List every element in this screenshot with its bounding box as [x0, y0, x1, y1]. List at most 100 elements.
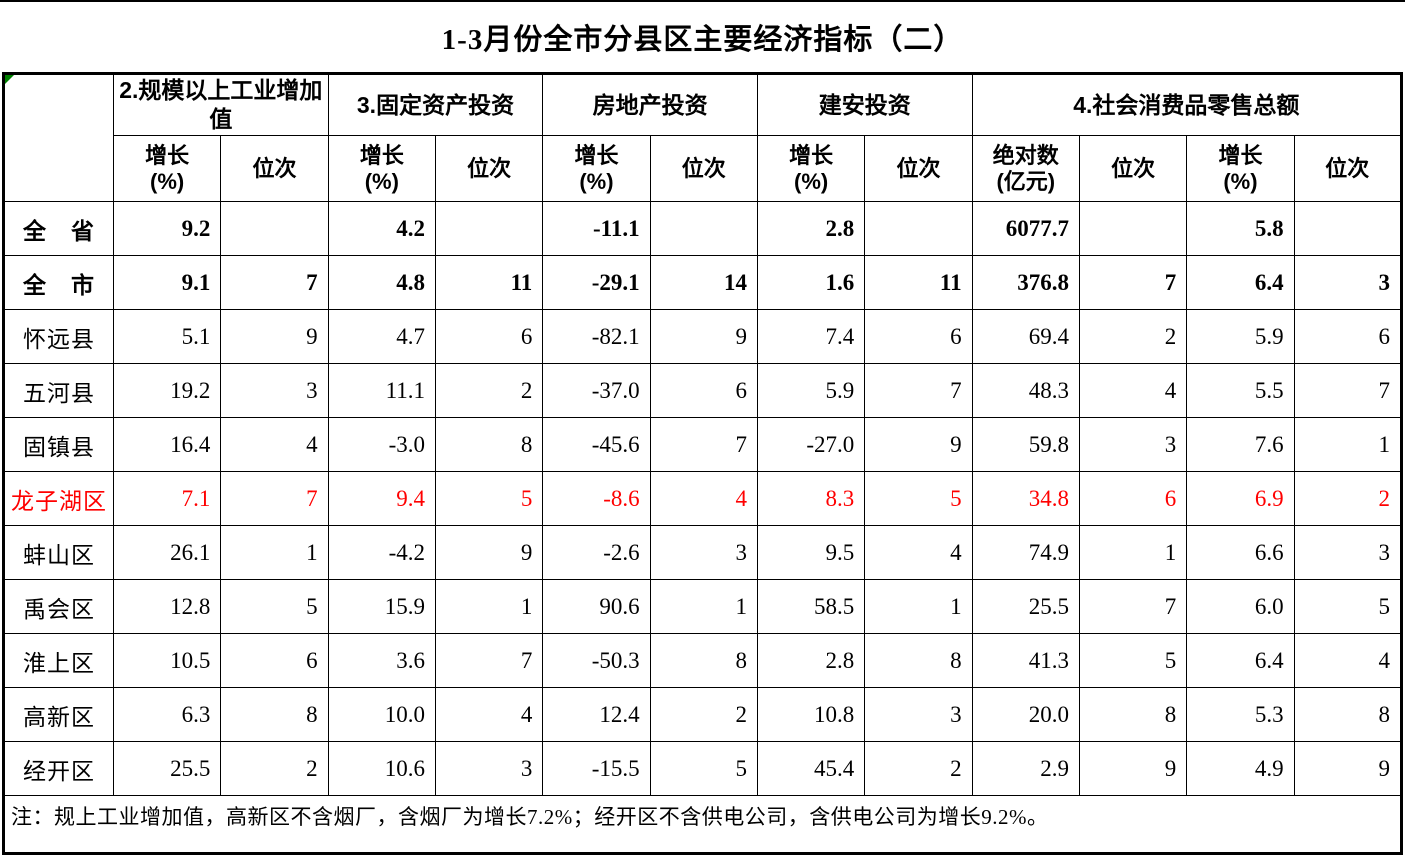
cell: 41.3: [971, 633, 1080, 688]
cell: 14: [649, 255, 758, 310]
cell: 5: [1293, 579, 1403, 634]
cell: 19.2: [112, 363, 222, 418]
cell: -11.1: [542, 201, 651, 256]
cell: 11: [434, 255, 544, 310]
cell: -29.1: [542, 255, 651, 310]
cell: 34.8: [971, 471, 1080, 526]
cell: 3.6: [327, 633, 436, 688]
cell: 1: [220, 525, 329, 580]
cell: 2.9: [971, 741, 1080, 796]
cell: 3: [649, 525, 758, 580]
cell: 7: [1078, 255, 1188, 310]
row-label: 怀远县: [3, 309, 114, 364]
cell: [220, 201, 329, 256]
cell: 7: [864, 363, 973, 418]
cell: 7.4: [756, 309, 866, 364]
footnote-text: 注：规上工业增加值，高新区不含烟厂，含烟厂为增长7.2%；经开区不含供电公司，含…: [3, 795, 1402, 854]
cell: 9: [220, 309, 329, 364]
cell: 12.8: [112, 579, 222, 634]
cell: 8: [220, 687, 329, 742]
cell: 1: [864, 579, 973, 634]
cell: 10.6: [327, 741, 436, 796]
table-row: 禹会区 12.8 5 15.9 1 90.6 1 58.5 1 25.5 7 6.0 5: [3, 579, 1403, 634]
column-group-industry: 2.规模以上工业增加值: [113, 73, 329, 136]
cell: 1: [1078, 525, 1188, 580]
cell: 8: [434, 417, 544, 472]
cell: 5: [1078, 633, 1188, 688]
table-row: 全 市 9.1 7 4.8 11 -29.1 14 1.6 11 376.8 7 6.4 3: [3, 255, 1403, 310]
cell: 4: [434, 687, 544, 742]
cell: 6.4: [1186, 633, 1295, 688]
cell: 6.6: [1186, 525, 1295, 580]
cell: 1.6: [756, 255, 866, 310]
cell: 20.0: [971, 687, 1080, 742]
cell: 7: [220, 255, 329, 310]
row-label: 高新区: [3, 687, 114, 742]
column-group-retail: 4.社会消费品零售总额: [971, 73, 1403, 136]
cell: 9: [1078, 741, 1188, 796]
cell: 2: [1293, 471, 1403, 526]
subheader-rank-6: 位次: [1293, 135, 1403, 202]
cell: 7.1: [112, 471, 222, 526]
row-label: 禹会区: [3, 579, 114, 634]
subheader-rank-3: 位次: [649, 135, 758, 202]
cell: -27.0: [756, 417, 866, 472]
cell: 4: [220, 417, 329, 472]
subheader-rank-5: 位次: [1078, 135, 1188, 202]
page-title: 1-3月份全市分县区主要经济指标（二）: [441, 24, 964, 56]
cell: -2.6: [542, 525, 651, 580]
spreadsheet-error-triangle-icon: [5, 75, 14, 84]
cell: 2.8: [756, 633, 866, 688]
cell: 16.4: [112, 417, 222, 472]
table-header: 2.规模以上工业增加值 3.固定资产投资 房地产投资 建安投资 4.社会消费品零…: [3, 73, 1403, 202]
cell: 4.7: [327, 309, 436, 364]
table-row: 怀远县 5.1 9 4.7 6 -82.1 9 7.4 6 69.4 2 5.9 6: [3, 309, 1403, 364]
cell: 25.5: [971, 579, 1080, 634]
subheader-growth-1: 增长 (%): [112, 135, 222, 202]
table-row: 经开区 25.5 2 10.6 3 -15.5 5 45.4 2 2.9 9 4.9 9: [3, 741, 1403, 796]
cell: 7: [434, 633, 544, 688]
cell: 2: [434, 363, 544, 418]
cell: 6: [220, 633, 329, 688]
cell: 11.1: [327, 363, 436, 418]
cell: 2: [649, 687, 758, 742]
cell: 2.8: [756, 201, 866, 256]
cell: 69.4: [971, 309, 1080, 364]
header-group-row: 2.规模以上工业增加值 3.固定资产投资 房地产投资 建安投资 4.社会消费品零…: [3, 73, 1403, 202]
cell: 6: [864, 309, 973, 364]
table-row: 五河县 19.2 3 11.1 2 -37.0 6 5.9 7 48.3 4 5.5 7: [3, 363, 1403, 418]
row-label: 全 省: [3, 201, 114, 256]
cell: 3: [1078, 417, 1188, 472]
cell: 58.5: [756, 579, 866, 634]
cell: 4.8: [327, 255, 436, 310]
cell: -45.6: [542, 417, 651, 472]
cell: 5.5: [1186, 363, 1295, 418]
cell: 7.6: [1186, 417, 1295, 472]
cell: 7: [1078, 579, 1188, 634]
table-row: 龙子湖区 7.1 7 9.4 5 -8.6 4 8.3 5 34.8 6 6.9 2: [3, 471, 1403, 526]
row-label: 经开区: [3, 741, 114, 796]
cell: 9.2: [112, 201, 222, 256]
cell: 1: [434, 579, 544, 634]
cell: [1078, 201, 1188, 256]
footnote-row: 注：规上工业增加值，高新区不含烟厂，含烟厂为增长7.2%；经开区不含供电公司，含…: [3, 795, 1402, 854]
subheader-rank-2: 位次: [434, 135, 544, 202]
cell: 5.3: [1186, 687, 1295, 742]
table-row: 全 省 9.2 4.2 -11.1 2.8 6077.7 5.8: [3, 201, 1403, 256]
cell: 7: [649, 417, 758, 472]
column-group-real-estate: 房地产投资: [542, 73, 758, 136]
cell: 4.2: [327, 201, 436, 256]
subheader-growth-4: 增长 (%): [756, 135, 866, 202]
row-label: 固镇县: [3, 417, 114, 472]
cell: 6077.7: [971, 201, 1080, 256]
cell: 2: [220, 741, 329, 796]
cell: [649, 201, 758, 256]
cell: 5: [864, 471, 973, 526]
cell: 26.1: [112, 525, 222, 580]
cell: [1293, 201, 1403, 256]
cell: 5: [220, 579, 329, 634]
cell: 4: [1078, 363, 1188, 418]
cell: 3: [864, 687, 973, 742]
cell: 5.1: [112, 309, 222, 364]
